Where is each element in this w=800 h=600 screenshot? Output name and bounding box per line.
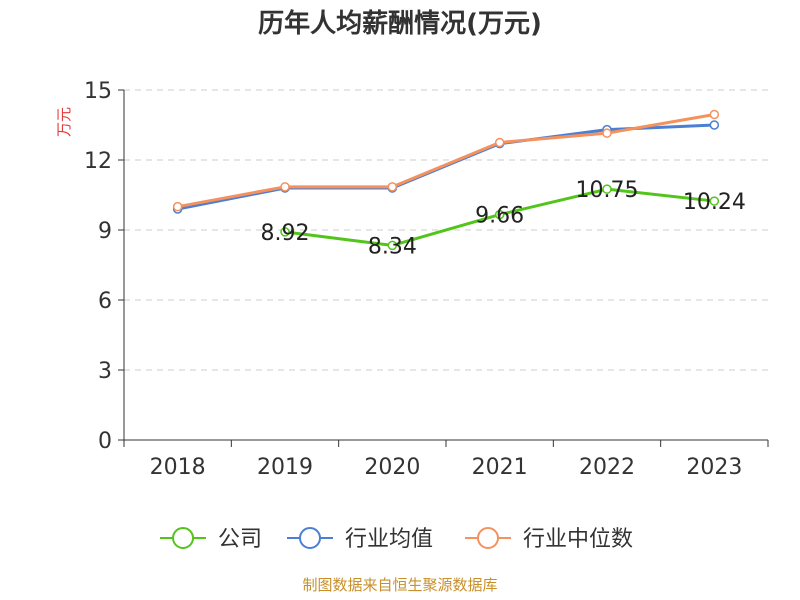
x-tick-label: 2019 (257, 455, 313, 480)
data-point (602, 128, 612, 138)
x-tick-label: 2021 (472, 455, 528, 480)
x-tick-label: 2022 (579, 455, 635, 480)
y-axis-label: 万元 (55, 107, 73, 137)
data-point (709, 109, 720, 120)
legend-label[interactable]: 行业均值 (345, 527, 433, 552)
data-point (494, 209, 505, 220)
y-tick-label: 6 (98, 289, 112, 314)
data-point (387, 182, 398, 192)
series-line (177, 113, 715, 209)
legend-label[interactable]: 公司 (218, 527, 262, 552)
data-label: 8.34 (368, 234, 417, 259)
series (172, 109, 720, 251)
legend-marker[interactable] (477, 527, 499, 549)
legend-label[interactable]: 行业中位数 (523, 527, 633, 552)
data-label: 10.75 (576, 178, 639, 203)
axes: 0 3 6 9 12 15 2018 2019 2020 2021 2022 2023 (84, 79, 769, 480)
x-tick-label: 2018 (150, 455, 206, 480)
y-tick-label: 0 (98, 429, 112, 454)
x-tick-label: 2020 (364, 455, 420, 480)
data-label: 10.24 (683, 190, 746, 215)
y-tick-label: 12 (84, 149, 112, 174)
data-label: 9.66 (475, 204, 524, 229)
x-tick-label: 2023 (686, 455, 742, 480)
data-point (602, 184, 612, 194)
legend-marker[interactable] (299, 527, 321, 549)
y-tick-label: 3 (98, 359, 112, 384)
data-labels: 8.92 8.34 9.66 10.75 10.24 (261, 178, 746, 259)
chart-title: 历年人均薪酬情况(万元) (258, 8, 542, 39)
data-point (280, 227, 290, 237)
data-label: 8.92 (261, 221, 310, 246)
data-point (387, 240, 398, 251)
source-note: 制图数据来自恒生聚源数据库 (302, 576, 497, 594)
data-point (494, 137, 505, 148)
data-point (172, 201, 183, 212)
legend-marker[interactable] (172, 527, 194, 549)
y-tick-label: 9 (98, 219, 112, 244)
data-point (709, 120, 720, 130)
legend[interactable]: 公司 行业均值 行业中位数 (160, 527, 633, 552)
y-tick-label: 15 (84, 79, 112, 104)
data-point (280, 182, 290, 192)
data-point (709, 196, 720, 206)
